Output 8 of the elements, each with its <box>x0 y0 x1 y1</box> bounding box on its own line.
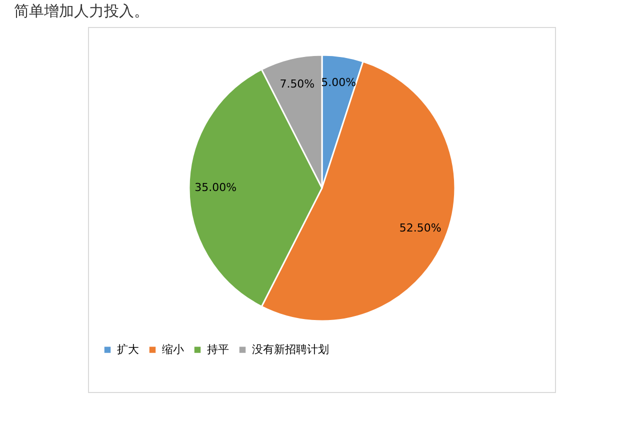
data-label: 35.00% <box>194 181 237 194</box>
legend-label: 缩小 <box>162 342 184 356</box>
legend-label: 持平 <box>207 342 229 356</box>
data-label: 52.50% <box>399 222 442 235</box>
legend-label: 扩大 <box>117 342 139 356</box>
data-label: 7.50% <box>280 78 315 91</box>
text: 简单增加人力投入。 <box>14 2 149 21</box>
legend-label: 没有新招聘计划 <box>252 342 329 356</box>
